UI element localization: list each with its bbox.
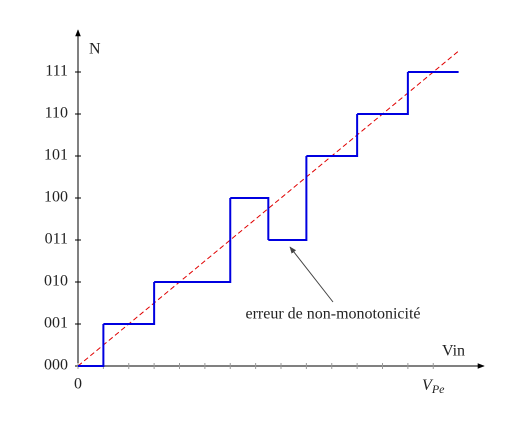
x-tick-label: 0 (74, 376, 82, 393)
y-tick-label: 001 (44, 315, 68, 332)
y-tick-label: 110 (45, 105, 68, 122)
step (78, 324, 105, 367)
annotation-arrow (289, 246, 334, 303)
y-tick-label: 101 (44, 147, 68, 164)
x-axis-label: Vin (442, 343, 465, 360)
y-tick-label: 000 (44, 357, 68, 374)
step (268, 156, 308, 241)
annotation: erreur de non-monotonicité (245, 306, 420, 323)
y-tick-label: 010 (44, 273, 68, 290)
step (103, 282, 156, 325)
y-tick-label: 011 (45, 231, 68, 248)
y-tick-label: 100 (44, 189, 68, 206)
y-tick-label: 111 (45, 63, 68, 80)
step (306, 114, 359, 157)
y-axis-label: N (89, 41, 101, 58)
step (357, 72, 409, 115)
step (154, 198, 232, 283)
step (230, 197, 270, 240)
ideal-line (77, 50, 459, 367)
x-tick-label: VPe (422, 377, 445, 396)
